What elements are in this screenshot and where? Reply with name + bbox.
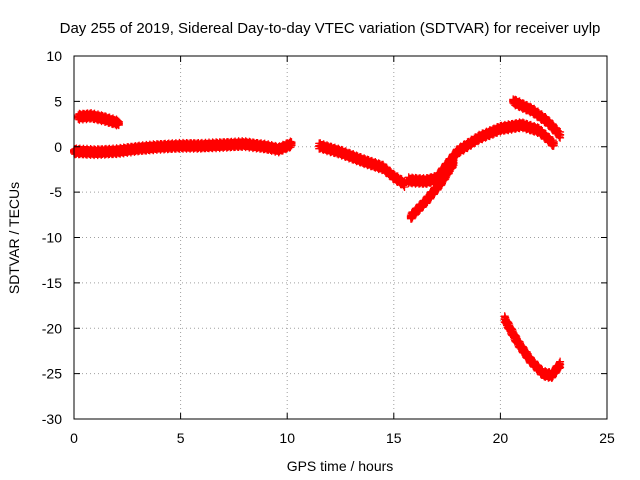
data-point [547, 371, 556, 380]
data-point [389, 172, 398, 181]
x-tick-label: 5 [177, 430, 185, 446]
data-point [449, 159, 458, 168]
y-tick-label: -25 [42, 366, 62, 382]
data-point [517, 120, 526, 129]
data-point [91, 148, 100, 157]
y-tick-label: 10 [46, 48, 62, 64]
tick-labels: 0 5 10 15 20 25 -30 -25 -20 -15 -10 -5 0 5 10 [42, 48, 615, 446]
data-point [219, 140, 228, 149]
x-tick-label: 0 [70, 430, 78, 446]
data-point [556, 130, 565, 139]
data-markers [70, 95, 565, 382]
data-point [315, 141, 324, 150]
data-point [155, 142, 164, 151]
data-point [176, 141, 185, 150]
y-tick-label: -30 [42, 411, 62, 427]
y-tick-label: 5 [54, 93, 62, 109]
data-points [70, 95, 565, 382]
y-tick-label: -10 [42, 230, 62, 246]
y-tick-label: -20 [42, 320, 62, 336]
data-point [112, 147, 121, 156]
plot-frame [73, 55, 608, 420]
data-point [197, 141, 206, 150]
y-tick-label: -5 [50, 184, 63, 200]
data-point [406, 212, 415, 221]
data-point [357, 156, 366, 165]
data-point [436, 179, 445, 188]
data-point [528, 106, 537, 115]
y-axis-label: SDTVAR / TECUs [6, 182, 22, 294]
grid-lines [74, 56, 607, 419]
x-tick-label: 15 [386, 430, 402, 446]
data-point [443, 160, 452, 169]
data-point [500, 315, 509, 324]
data-point [287, 140, 296, 149]
data-point [240, 140, 249, 149]
data-point [549, 140, 558, 149]
data-point [133, 144, 142, 153]
data-point [556, 360, 565, 369]
data-point [400, 179, 409, 188]
data-point [404, 176, 413, 185]
data-point [539, 369, 548, 378]
data-point [509, 97, 518, 106]
data-point [526, 356, 535, 365]
data-point [74, 112, 83, 121]
data-point [274, 145, 283, 154]
data-point [114, 119, 123, 128]
data-point [336, 148, 345, 157]
x-tick-label: 25 [599, 430, 615, 446]
data-point [421, 197, 430, 206]
x-tick-label: 10 [279, 430, 295, 446]
y-tick-label: -15 [42, 275, 62, 291]
data-point [475, 133, 484, 142]
data-point [87, 111, 96, 120]
data-point [99, 114, 108, 123]
x-tick-label: 20 [493, 430, 509, 446]
data-point [432, 174, 441, 183]
data-point [543, 117, 552, 126]
data-point [379, 163, 388, 172]
data-point [421, 177, 430, 186]
data-point [534, 126, 543, 135]
data-point [261, 142, 270, 151]
data-point [513, 337, 522, 346]
chart-title: Day 255 of 2019, Sidereal Day-to-day VTE… [60, 20, 601, 37]
x-axis-label: GPS time / hours [287, 458, 394, 474]
y-tick-label: 0 [54, 139, 62, 155]
data-point [496, 124, 505, 133]
data-point [453, 147, 462, 156]
